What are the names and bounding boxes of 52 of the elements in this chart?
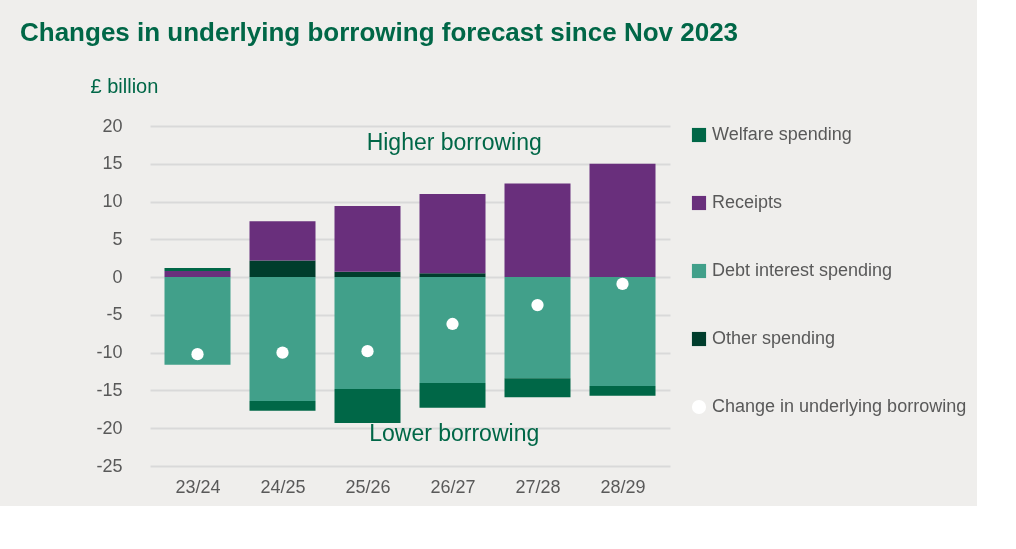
- bar: [249, 277, 316, 402]
- bar: [419, 277, 486, 383]
- bar: [334, 206, 401, 272]
- bar: [419, 273, 486, 278]
- bar: [249, 260, 316, 278]
- y-tick-label: 20: [102, 115, 123, 136]
- x-tick-label: 27/28: [515, 476, 561, 497]
- legend-label: Welfare spending: [712, 124, 852, 144]
- x-tick-label: 26/27: [430, 476, 476, 497]
- bar: [334, 277, 401, 389]
- bar: [334, 271, 401, 278]
- chart-title: Changes in underlying borrowing forecast since Nov 2023: [20, 17, 739, 47]
- point: [446, 317, 459, 331]
- y-tick-label: 10: [102, 191, 123, 212]
- bar: [589, 277, 656, 386]
- bar: [334, 388, 401, 423]
- point: [276, 346, 289, 359]
- y-tick-label: -25: [96, 455, 123, 476]
- point: [361, 345, 374, 358]
- y-tick-label: -15: [96, 379, 123, 400]
- point: [531, 298, 544, 312]
- bar: [504, 277, 571, 379]
- bar: [249, 221, 316, 261]
- point: [191, 348, 204, 361]
- bar: [164, 268, 231, 272]
- bar: [164, 271, 231, 278]
- x-tick-label: 23/24: [175, 476, 221, 497]
- y-tick-label: 15: [102, 153, 123, 174]
- legend-label: Receipts: [712, 192, 783, 212]
- y-tick-label: -5: [106, 304, 123, 325]
- y-tick-label: -10: [96, 342, 123, 363]
- y-tick-label: -20: [96, 417, 123, 438]
- bar: [419, 382, 486, 408]
- bar: [504, 183, 571, 278]
- bar: [589, 163, 656, 278]
- bar: [164, 277, 231, 365]
- point: [616, 277, 629, 291]
- bar: [249, 401, 316, 411]
- annotation: Higher borrowing: [366, 129, 542, 155]
- y-axis-title: £ billion: [90, 74, 159, 97]
- x-tick-label: 28/29: [600, 476, 646, 497]
- y-tick-label: 5: [112, 228, 123, 249]
- legend-label: Change in underlying borrowing: [712, 396, 967, 416]
- bar: [589, 385, 656, 396]
- annotation: Lower borrowing: [369, 419, 540, 446]
- bar: [419, 194, 486, 274]
- y-tick-label: 0: [112, 266, 123, 287]
- x-tick-label: 25/26: [345, 476, 391, 497]
- legend-label: Debt interest spending: [712, 260, 893, 280]
- x-tick-label: 24/25: [260, 476, 306, 497]
- legend-label: Other spending: [712, 328, 836, 348]
- bar: [504, 378, 571, 398]
